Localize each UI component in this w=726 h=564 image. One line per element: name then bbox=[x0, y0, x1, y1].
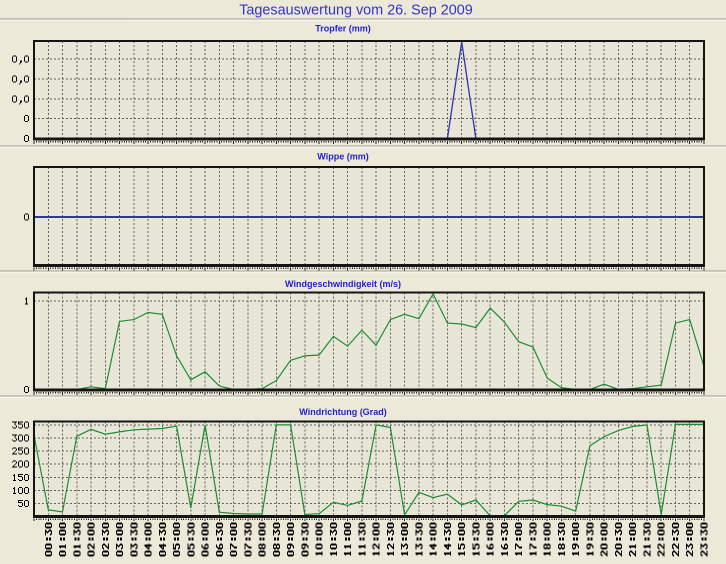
svg-text:Tagesauswertung vom 26. Sep 20: Tagesauswertung vom 26. Sep 2009 bbox=[239, 3, 473, 19]
svg-text:Windrichtung (Grad): Windrichtung (Grad) bbox=[299, 407, 386, 417]
svg-text:Wippe (mm): Wippe (mm) bbox=[317, 152, 368, 162]
svg-text:Tropfer (mm): Tropfer (mm) bbox=[315, 24, 371, 34]
svg-text:Windgeschwindigkeit (m/s): Windgeschwindigkeit (m/s) bbox=[285, 279, 401, 289]
